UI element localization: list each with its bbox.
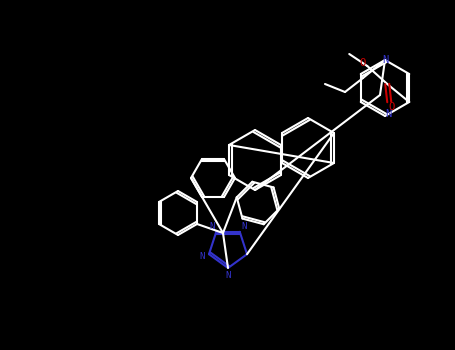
Text: N: N — [209, 222, 215, 231]
Text: N: N — [385, 109, 391, 119]
Text: O: O — [388, 102, 394, 112]
Text: O: O — [359, 58, 365, 68]
Text: N: N — [225, 271, 231, 280]
Text: N: N — [241, 222, 247, 231]
Text: N: N — [382, 55, 388, 65]
Text: N: N — [200, 252, 205, 261]
